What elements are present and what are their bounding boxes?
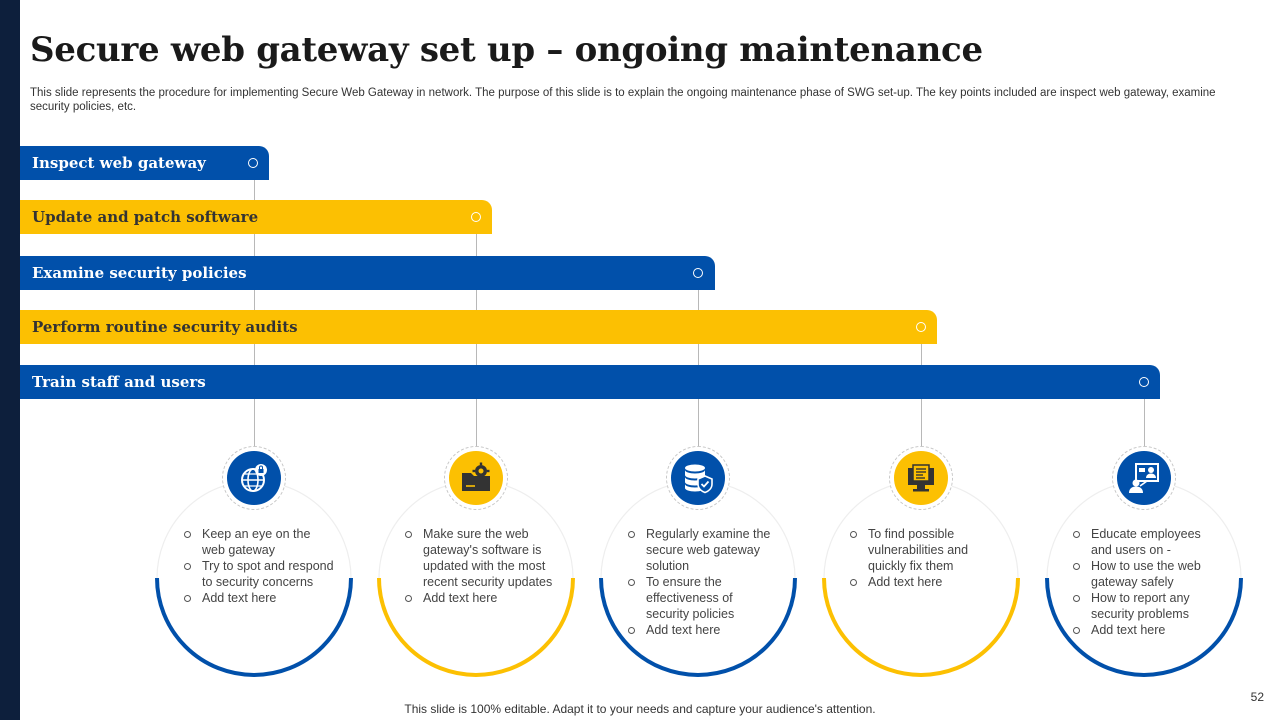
step-bar-inspect: Inspect web gateway (20, 146, 269, 180)
points-examine: Regularly examine the secure web gateway… (628, 526, 778, 638)
points-update: Make sure the web gateway's software is … (405, 526, 555, 606)
bar-dot (248, 158, 258, 168)
bar-dot (916, 322, 926, 332)
page-number: 52 (1250, 690, 1264, 704)
bar-dot (471, 212, 481, 222)
list-item: Make sure the web gateway's software is … (405, 526, 555, 590)
points-audit: To find possible vulnerabilities and qui… (850, 526, 1000, 590)
step-bar-label: Update and patch software (32, 208, 259, 226)
list-item: Add text here (184, 590, 334, 606)
step-bar-examine: Examine security policies (20, 256, 715, 290)
monitor-report-icon (894, 451, 948, 505)
footer-note: This slide is 100% editable. Adapt it to… (404, 702, 876, 716)
list-item: Educate employees and users on - (1073, 526, 1223, 558)
list-item: Try to spot and respond to security conc… (184, 558, 334, 590)
list-item: To find possible vulnerabilities and qui… (850, 526, 1000, 574)
list-item: Regularly examine the secure web gateway… (628, 526, 778, 574)
list-item: Add text here (1073, 622, 1223, 638)
database-shield-icon (671, 451, 725, 505)
points-inspect: Keep an eye on the web gateway Try to sp… (184, 526, 334, 606)
step-bar-audit: Perform routine security audits (20, 310, 937, 344)
step-bar-train: Train staff and users (20, 365, 1160, 399)
bar-dot (693, 268, 703, 278)
icon-holder-update (444, 446, 508, 510)
connector-line-3 (698, 277, 699, 448)
icon-holder-train (1112, 446, 1176, 510)
step-bar-label: Perform routine security audits (32, 318, 298, 336)
list-item: Add text here (405, 590, 555, 606)
slide-title: Secure web gateway set up – ongoing main… (30, 30, 983, 70)
list-item: How to report any security problems (1073, 590, 1223, 622)
connector-line-1 (254, 168, 255, 448)
step-bar-label: Train staff and users (32, 373, 206, 391)
presentation-user-icon (1117, 451, 1171, 505)
slide-subtitle: This slide represents the procedure for … (30, 87, 1216, 113)
icon-holder-inspect (222, 446, 286, 510)
folder-gear-icon (449, 451, 503, 505)
step-bar-label: Examine security policies (32, 264, 247, 282)
step-bar-label: Inspect web gateway (32, 154, 206, 172)
list-item: To ensure the effectiveness of security … (628, 574, 778, 622)
globe-lock-icon (227, 451, 281, 505)
bar-dot (1139, 377, 1149, 387)
list-item: Keep an eye on the web gateway (184, 526, 334, 558)
connector-line-5 (1144, 386, 1145, 448)
points-train: Educate employees and users on - How to … (1073, 526, 1223, 638)
list-item: How to use the web gateway safely (1073, 558, 1223, 590)
icon-holder-audit (889, 446, 953, 510)
list-item: Add text here (850, 574, 1000, 590)
list-item: Add text here (628, 622, 778, 638)
left-accent-strip (0, 0, 20, 720)
icon-holder-examine (666, 446, 730, 510)
step-bar-update: Update and patch software (20, 200, 492, 234)
